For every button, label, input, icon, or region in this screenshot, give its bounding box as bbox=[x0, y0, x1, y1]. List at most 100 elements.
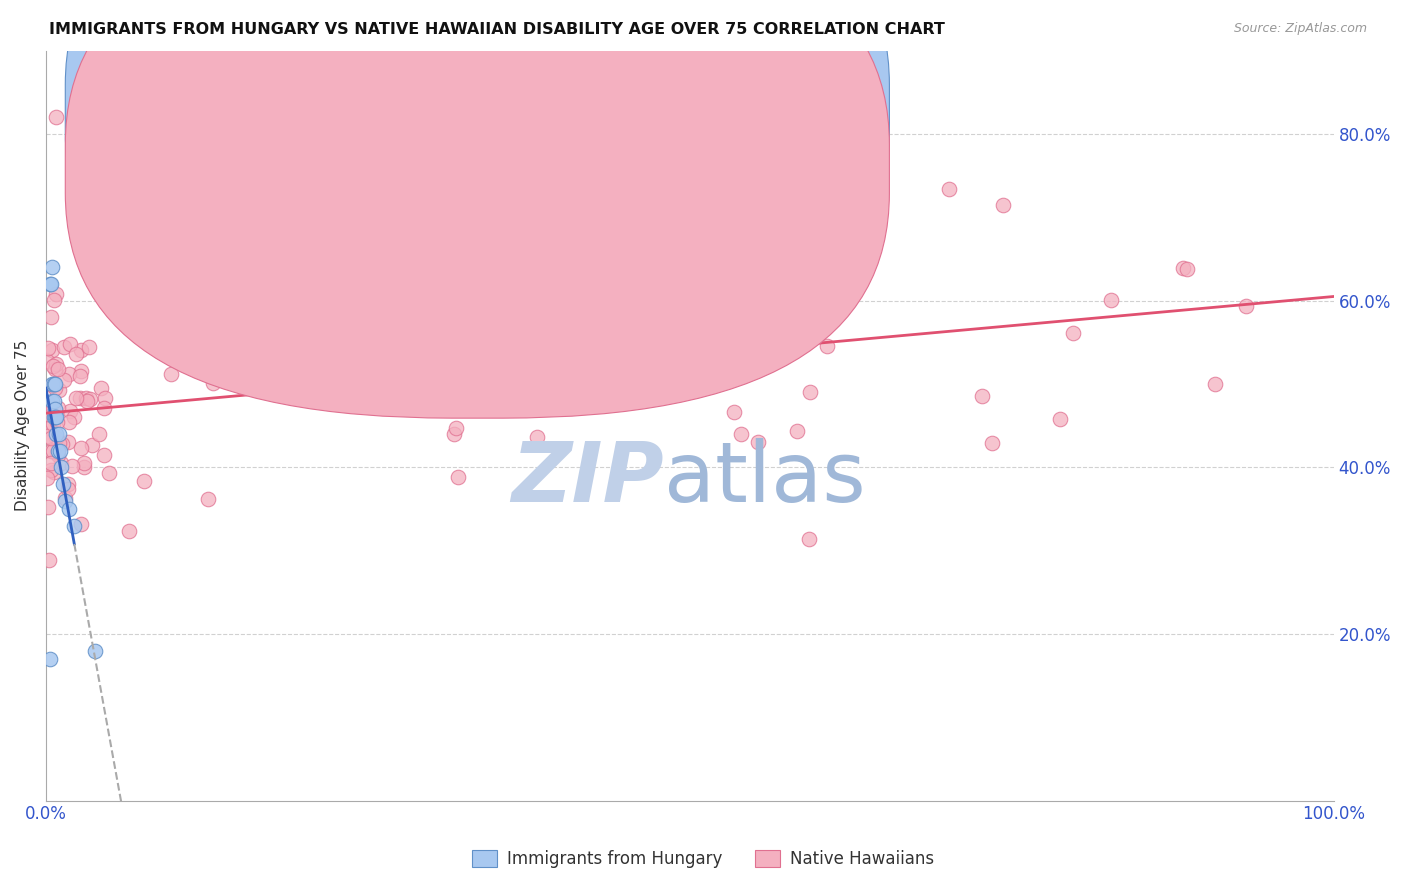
Text: R =: R = bbox=[516, 161, 555, 178]
Point bbox=[52, 373, 75, 387]
Point bbox=[197, 492, 219, 507]
Point bbox=[46, 401, 69, 416]
Point bbox=[45, 357, 67, 371]
Point bbox=[45, 410, 67, 425]
Point bbox=[730, 427, 752, 442]
Point bbox=[444, 420, 467, 434]
Point bbox=[46, 448, 69, 462]
Text: ZIP: ZIP bbox=[512, 438, 664, 518]
Point bbox=[1049, 412, 1071, 426]
Point bbox=[37, 500, 59, 514]
Point bbox=[37, 428, 59, 442]
Point bbox=[73, 459, 96, 474]
Point bbox=[58, 367, 80, 381]
Y-axis label: Disability Age Over 75: Disability Age Over 75 bbox=[15, 340, 30, 511]
Point bbox=[39, 456, 62, 470]
Point bbox=[980, 436, 1002, 450]
Point bbox=[37, 406, 59, 420]
Point bbox=[75, 391, 97, 405]
Point bbox=[56, 483, 79, 497]
Point bbox=[37, 407, 59, 421]
Point bbox=[938, 182, 960, 196]
Point bbox=[1175, 262, 1198, 277]
Point bbox=[69, 364, 91, 378]
Text: R =: R = bbox=[516, 100, 555, 118]
Point bbox=[90, 381, 112, 395]
Point bbox=[970, 389, 993, 403]
Text: 112: 112 bbox=[699, 161, 737, 178]
Point bbox=[53, 491, 76, 505]
Text: 0.228: 0.228 bbox=[574, 161, 644, 178]
Point bbox=[44, 362, 66, 376]
Point bbox=[46, 361, 69, 376]
Point bbox=[1062, 326, 1084, 340]
Point bbox=[651, 241, 673, 255]
Point bbox=[83, 643, 105, 657]
Point bbox=[48, 383, 70, 397]
Point bbox=[42, 401, 65, 416]
Point bbox=[993, 198, 1015, 212]
Point bbox=[87, 426, 110, 441]
Point bbox=[82, 251, 104, 265]
Point bbox=[134, 474, 156, 488]
Point bbox=[70, 441, 93, 455]
Point bbox=[45, 427, 67, 442]
Point bbox=[45, 431, 67, 445]
Point bbox=[65, 391, 87, 405]
Point bbox=[786, 424, 808, 438]
Point bbox=[1099, 293, 1122, 308]
Point bbox=[41, 260, 63, 275]
Point bbox=[59, 337, 82, 351]
Point bbox=[443, 427, 465, 442]
Point bbox=[447, 470, 470, 484]
Text: N =: N = bbox=[651, 100, 692, 118]
Point bbox=[682, 239, 704, 253]
Point bbox=[314, 390, 336, 404]
Point bbox=[58, 502, 80, 516]
Point bbox=[94, 391, 117, 405]
Point bbox=[42, 359, 65, 373]
Point bbox=[58, 434, 80, 449]
Point bbox=[44, 376, 66, 391]
Point bbox=[1234, 299, 1257, 313]
Point bbox=[45, 287, 67, 301]
Point bbox=[38, 277, 60, 291]
Point bbox=[723, 405, 745, 419]
Point bbox=[49, 443, 72, 458]
Point bbox=[44, 402, 66, 417]
Point bbox=[45, 416, 67, 430]
Point bbox=[48, 427, 70, 442]
Point bbox=[65, 347, 87, 361]
Point bbox=[41, 378, 63, 392]
Point bbox=[37, 395, 59, 409]
Text: 23: 23 bbox=[699, 100, 724, 118]
Point bbox=[42, 393, 65, 408]
Point bbox=[51, 456, 73, 470]
Point bbox=[41, 376, 63, 391]
Point bbox=[39, 310, 62, 324]
Point bbox=[666, 370, 689, 384]
Point bbox=[39, 431, 62, 445]
Point bbox=[69, 391, 91, 405]
Point bbox=[51, 460, 73, 475]
Point bbox=[380, 220, 402, 235]
Legend: Immigrants from Hungary, Native Hawaiians: Immigrants from Hungary, Native Hawaiian… bbox=[465, 843, 941, 875]
Point bbox=[37, 421, 59, 435]
Point bbox=[42, 444, 65, 458]
Point bbox=[815, 339, 838, 353]
Point bbox=[58, 415, 80, 429]
Point bbox=[63, 410, 86, 425]
Point bbox=[799, 532, 821, 546]
Point bbox=[45, 111, 67, 125]
Point bbox=[38, 553, 60, 567]
Point bbox=[76, 393, 98, 408]
Point bbox=[42, 417, 65, 432]
Point bbox=[37, 353, 59, 368]
FancyBboxPatch shape bbox=[65, 0, 890, 418]
Point bbox=[46, 443, 69, 458]
Point bbox=[63, 518, 86, 533]
Point bbox=[44, 410, 66, 425]
Point bbox=[77, 340, 100, 354]
Point bbox=[70, 516, 93, 531]
Point bbox=[747, 434, 769, 449]
